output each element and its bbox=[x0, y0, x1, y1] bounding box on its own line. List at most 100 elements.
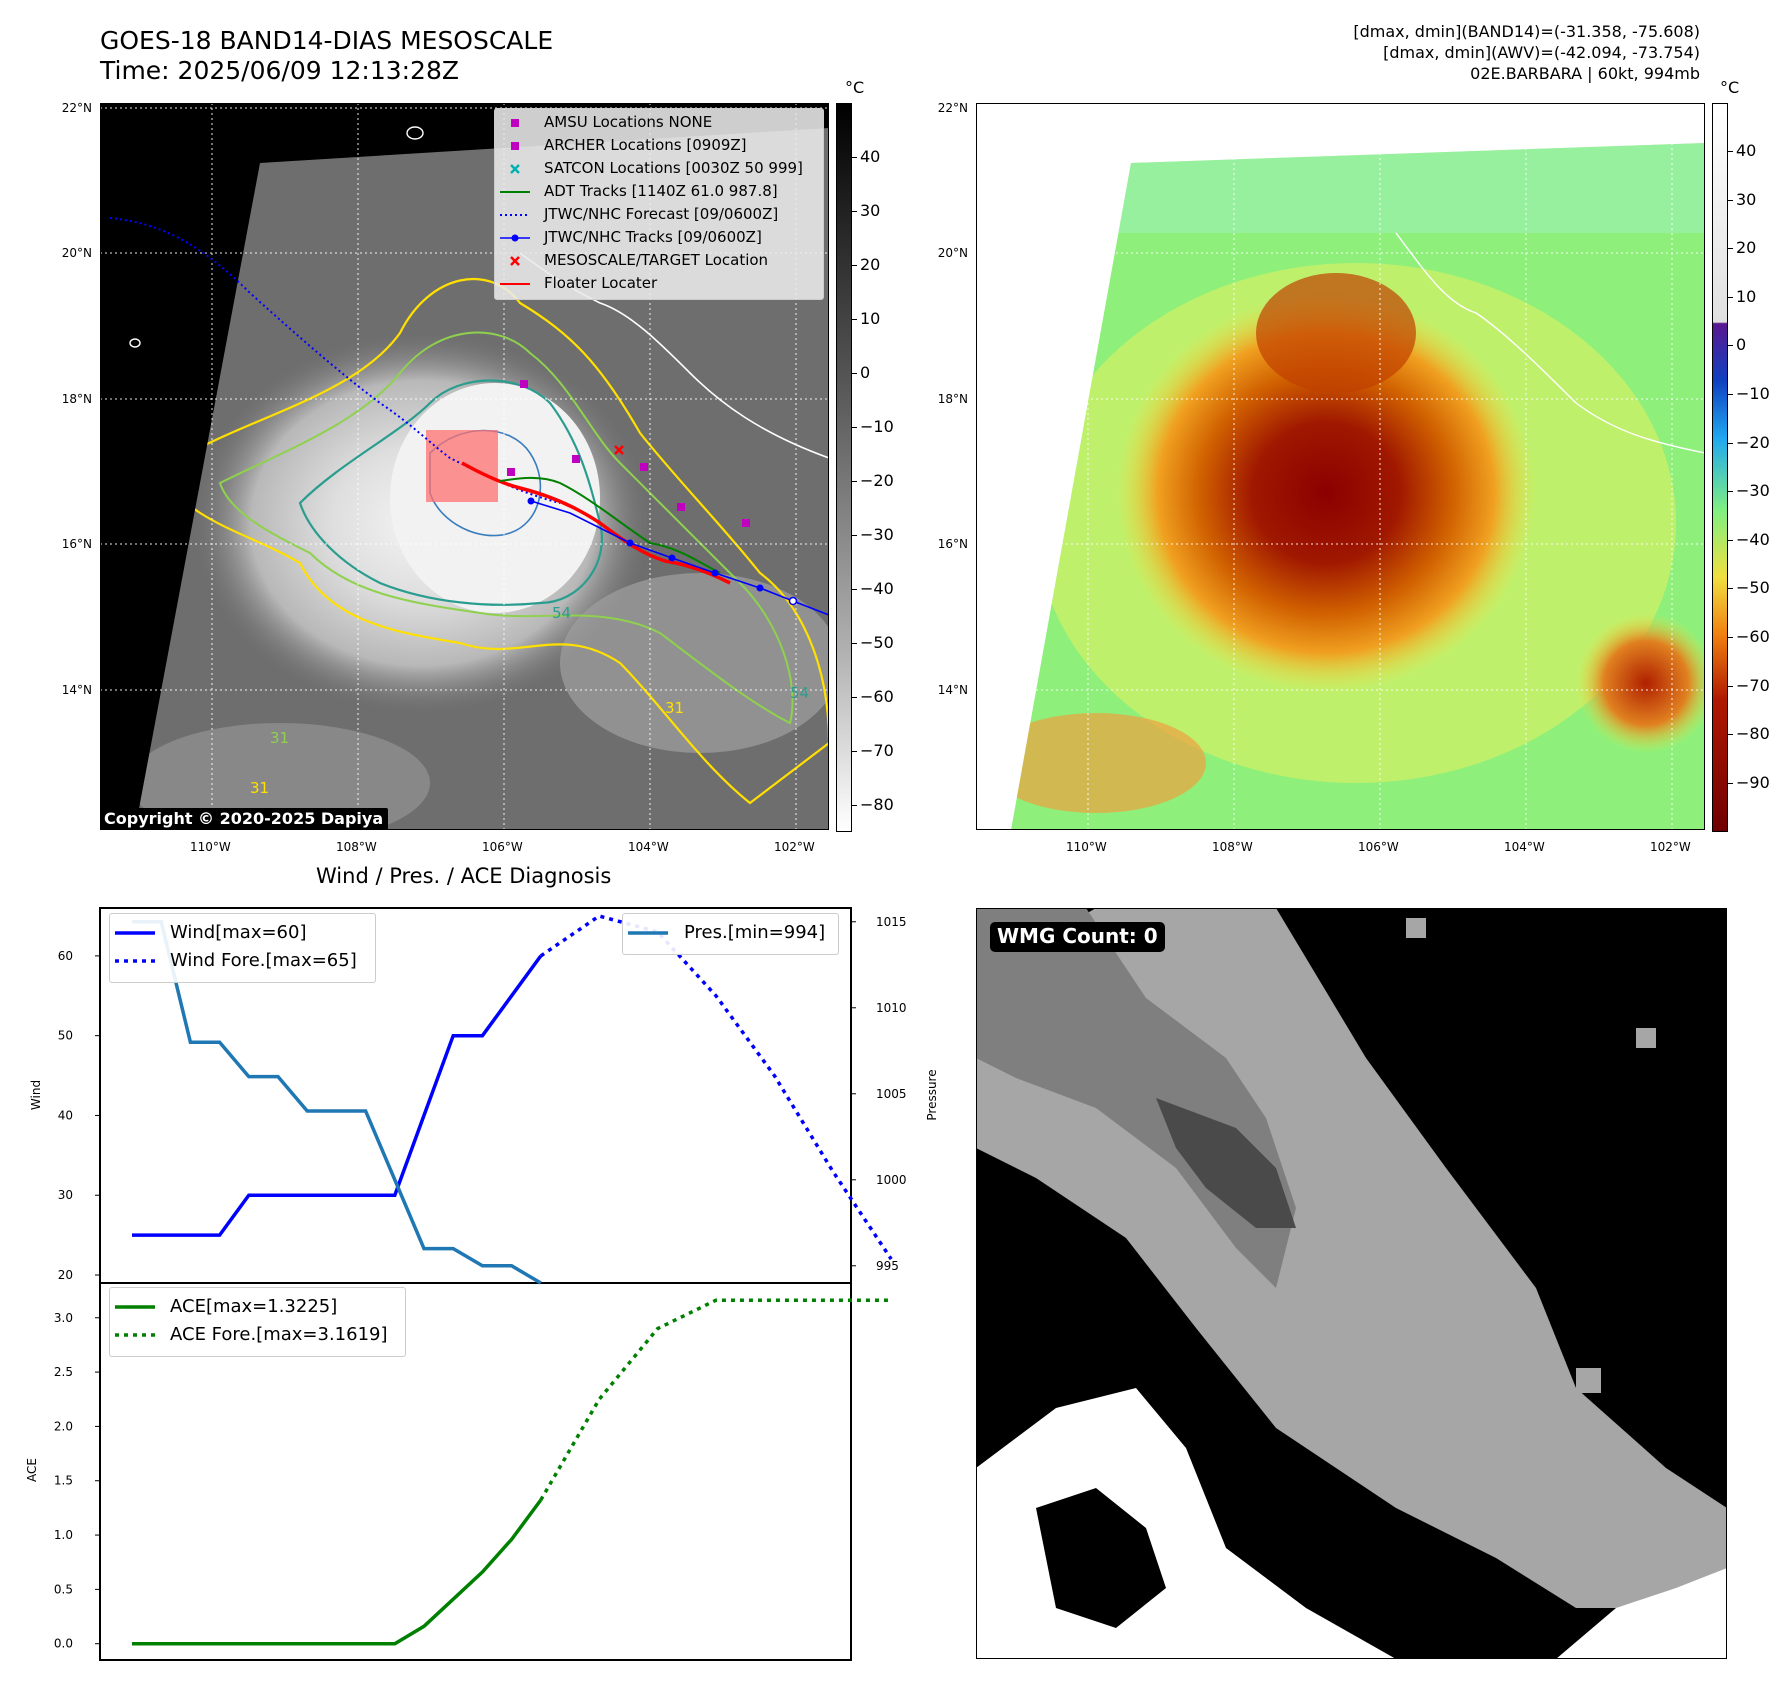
left-lon-106w: 106°W bbox=[482, 840, 523, 854]
left-colorbar-tick-3: 10 bbox=[860, 309, 881, 328]
left-colorbar-ticks: 40 30 20 10 0 −10 −20 −30 −40 −50 −60 −70 −80 bbox=[852, 103, 894, 830]
jtwc-forecast-track bbox=[109, 217, 561, 504]
left-colorbar-tick-mark-0 bbox=[852, 157, 857, 158]
wind-fore-legend-label: Wind Fore.[max=65] bbox=[170, 950, 357, 971]
enhanced-ir-map bbox=[976, 103, 1705, 830]
left-colorbar-tick-mark-11 bbox=[852, 751, 857, 752]
jtwc-track-points bbox=[527, 497, 764, 592]
left-lat-14n: 14°N bbox=[61, 683, 92, 697]
legend-target: MESOSCALE/TARGET Location bbox=[544, 251, 769, 269]
contour-label-4: 31 bbox=[250, 779, 269, 797]
right-lon-110w: 110°W bbox=[1066, 840, 1107, 854]
left-colorbar-unit: °C bbox=[845, 78, 865, 97]
right-northern-band bbox=[1256, 273, 1416, 393]
ace-axis-label: ACE bbox=[25, 1458, 39, 1482]
left-lat-16n: 16°N bbox=[61, 537, 92, 551]
info-awv-range: [dmax, dmin](AWV)=(-42.094, -73.754) bbox=[1383, 43, 1700, 62]
left-colorbar-tick-mark-12 bbox=[852, 805, 857, 806]
mesoscale-target-box bbox=[426, 430, 498, 502]
right-coastline bbox=[1395, 232, 1705, 454]
pressure-tick-label-3: 1000 bbox=[876, 1173, 907, 1187]
archer-markers bbox=[507, 380, 750, 527]
right-southeast-cell bbox=[1576, 613, 1705, 753]
mesoscale-target-marker bbox=[614, 445, 624, 455]
left-colorbar-tick-mark-9 bbox=[852, 643, 857, 644]
wind-tick-label-0: 60 bbox=[58, 949, 73, 963]
adt-track bbox=[499, 476, 721, 574]
map-legend bbox=[494, 108, 824, 300]
left-lon-110w: 110°W bbox=[190, 840, 231, 854]
left-colorbar bbox=[836, 103, 852, 832]
pressure-legend-label: Pres.[min=994] bbox=[684, 922, 826, 943]
right-colorbar-tick-8: −40 bbox=[1736, 529, 1770, 549]
right-colorbar-tick-mark-6 bbox=[1728, 442, 1733, 444]
left-colorbar-tick-4: 0 bbox=[860, 363, 871, 382]
right-lat-16n: 16°N bbox=[937, 537, 968, 551]
right-lat-14n: 14°N bbox=[937, 683, 968, 697]
right-colorbar-tick-mark-3 bbox=[1728, 296, 1733, 298]
wind-axis-label: Wind bbox=[29, 1080, 43, 1110]
wind-legend bbox=[109, 913, 376, 983]
pressure-tick-label-4: 995 bbox=[876, 1259, 899, 1273]
pressure-legend-symbols bbox=[628, 931, 668, 935]
right-colorbar-tick-11: −70 bbox=[1736, 675, 1770, 695]
legend-adt: ADT Tracks [1140Z 61.0 987.8] bbox=[544, 182, 778, 200]
left-colorbar-tick-8: −40 bbox=[860, 579, 894, 598]
right-lon-106w: 106°W bbox=[1358, 840, 1399, 854]
right-colorbar-tick-12: −80 bbox=[1736, 724, 1770, 744]
left-colorbar-tick-1: 30 bbox=[860, 201, 881, 220]
left-lat-22n: 22°N bbox=[61, 101, 92, 115]
ace-tick-label-1: 2.5 bbox=[54, 1365, 73, 1379]
wmg-white-southeast bbox=[1556, 1568, 1727, 1659]
left-lon-102w: 102°W bbox=[774, 840, 815, 854]
storm-info: 02E.BARBARA | 60kt, 994mb bbox=[1470, 64, 1700, 83]
wmg-count-badge: WMG Count: 0 bbox=[990, 922, 1165, 952]
ace-panel-frame bbox=[99, 1282, 852, 1661]
island-revillagigedo-1 bbox=[129, 338, 141, 348]
wind-tick-label-2: 40 bbox=[58, 1108, 73, 1122]
ace-line bbox=[132, 1498, 543, 1646]
ace-tick-label-5: 0.5 bbox=[54, 1582, 73, 1596]
left-colorbar-tick-mark-2 bbox=[852, 265, 857, 266]
pressure-legend bbox=[622, 913, 839, 955]
wind-legend-label: Wind[max=60] bbox=[170, 922, 307, 943]
ace-forecast-line bbox=[539, 1298, 892, 1501]
left-colorbar-tick-mark-10 bbox=[852, 697, 857, 698]
left-colorbar-tick-0: 40 bbox=[860, 147, 881, 166]
right-colorbar-tick-5: −10 bbox=[1736, 384, 1770, 403]
wmg-black-south-island bbox=[1036, 1488, 1166, 1628]
info-band14-range: [dmax, dmin](BAND14)=(-31.358, -75.608) bbox=[1353, 22, 1700, 41]
jtwc-track bbox=[530, 500, 829, 616]
right-colorbar bbox=[1712, 103, 1728, 832]
ace-legend-symbols bbox=[115, 1305, 155, 1337]
diagnosis-title: Wind / Pres. / ACE Diagnosis bbox=[316, 864, 612, 888]
right-storm-core bbox=[1116, 293, 1536, 693]
ace-legend bbox=[109, 1287, 406, 1357]
contour-label-3: 31 bbox=[270, 729, 289, 747]
wind-legend-symbols bbox=[115, 931, 155, 963]
pressure-tick-label-1: 1010 bbox=[876, 1001, 907, 1015]
left-colorbar-tick-2: 20 bbox=[860, 255, 881, 274]
right-colorbar-unit: °C bbox=[1720, 78, 1740, 97]
left-colorbar-tick-12: −80 bbox=[860, 795, 894, 814]
contour-label-1: 54 bbox=[552, 604, 571, 622]
timestamp: Time: 2025/06/09 12:13:28Z bbox=[100, 56, 459, 85]
right-lon-104w: 104°W bbox=[1504, 840, 1545, 854]
left-colorbar-tick-mark-3 bbox=[852, 319, 857, 320]
wmg-dark-band bbox=[1156, 1098, 1296, 1228]
left-colorbar-tick-mark-6 bbox=[852, 481, 857, 482]
pressure-tick-label-2: 1005 bbox=[876, 1087, 907, 1101]
right-lat-22n: 22°N bbox=[937, 101, 968, 115]
left-lat-20n: 20°N bbox=[61, 246, 92, 260]
right-colorbar-tick-1: 30 bbox=[1736, 189, 1757, 209]
legend-satcon: SATCON Locations [0030Z 50 999] bbox=[544, 159, 803, 177]
left-colorbar-tick-mark-1 bbox=[852, 211, 857, 212]
left-lat-18n: 18°N bbox=[61, 392, 92, 406]
wmg-panel bbox=[976, 908, 1727, 1659]
wmg-northeast-black bbox=[1476, 908, 1727, 1228]
wmg-gray-cells bbox=[1406, 918, 1656, 1393]
right-lon-102w: 102°W bbox=[1650, 840, 1691, 854]
pressure-tick-label-0: 1015 bbox=[876, 915, 907, 929]
pressure-axis-label: Pressure bbox=[925, 1069, 939, 1120]
right-lon-108w: 108°W bbox=[1212, 840, 1253, 854]
